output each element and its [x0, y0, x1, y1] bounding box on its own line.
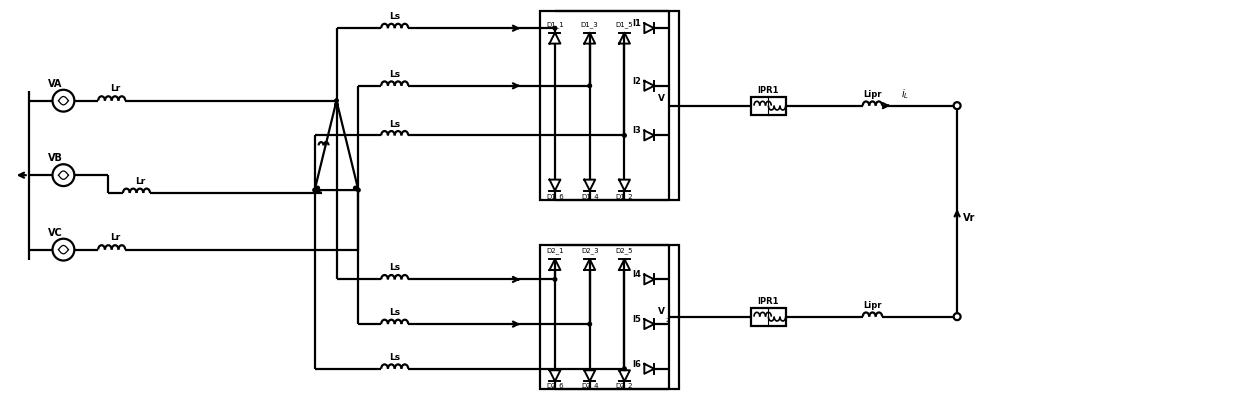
- Circle shape: [553, 278, 556, 281]
- Text: 2: 2: [665, 318, 669, 323]
- Text: I1: I1: [632, 19, 641, 28]
- Text: D2_4: D2_4: [581, 383, 598, 389]
- Circle shape: [589, 322, 591, 326]
- Text: $i_L$: $i_L$: [901, 87, 908, 101]
- Circle shape: [357, 188, 361, 192]
- Circle shape: [335, 103, 338, 106]
- Circle shape: [623, 134, 626, 137]
- Text: I5: I5: [632, 315, 641, 324]
- Circle shape: [623, 367, 626, 371]
- Text: VC: VC: [48, 228, 63, 238]
- Circle shape: [553, 26, 556, 30]
- Text: D2_6: D2_6: [546, 383, 564, 389]
- Text: D2_5: D2_5: [616, 248, 633, 254]
- Text: D2_3: D2_3: [581, 248, 598, 254]
- Circle shape: [313, 188, 316, 192]
- Text: D1_6: D1_6: [546, 193, 564, 200]
- Bar: [751, 97, 786, 115]
- Text: I4: I4: [632, 271, 641, 279]
- Text: Ls: Ls: [389, 12, 400, 21]
- Text: Ls: Ls: [389, 120, 400, 128]
- Text: D1_2: D1_2: [616, 193, 633, 200]
- Text: Ls: Ls: [389, 353, 400, 362]
- Text: D2_2: D2_2: [616, 383, 633, 389]
- Text: Lr: Lr: [110, 233, 120, 242]
- Text: I2: I2: [632, 77, 641, 86]
- Text: D1_5: D1_5: [616, 21, 633, 28]
- Text: I6: I6: [632, 360, 641, 369]
- Text: D1_1: D1_1: [546, 21, 564, 28]
- Circle shape: [589, 84, 591, 88]
- Text: Ls: Ls: [389, 263, 400, 273]
- Text: Lipr: Lipr: [864, 301, 882, 310]
- Text: Lipr: Lipr: [864, 90, 882, 99]
- Text: I3: I3: [632, 126, 641, 135]
- Text: IPR1: IPR1: [758, 297, 779, 306]
- Circle shape: [316, 186, 320, 190]
- Text: VB: VB: [48, 153, 63, 163]
- Circle shape: [353, 186, 357, 190]
- Bar: [540, 245, 679, 389]
- Text: Lr: Lr: [110, 84, 120, 93]
- Text: IPR1: IPR1: [758, 86, 779, 95]
- Text: Ls: Ls: [389, 308, 400, 317]
- Text: Vr: Vr: [963, 213, 975, 223]
- Text: Lr: Lr: [135, 177, 145, 186]
- Text: VA: VA: [48, 79, 63, 89]
- Text: V: V: [658, 94, 664, 103]
- Text: D2_1: D2_1: [546, 248, 564, 254]
- Bar: [751, 308, 786, 325]
- Text: D1_4: D1_4: [581, 193, 598, 200]
- Text: Ls: Ls: [389, 70, 400, 79]
- Bar: [540, 11, 679, 200]
- Circle shape: [335, 99, 338, 102]
- Text: V: V: [658, 307, 664, 316]
- Text: D1_3: D1_3: [581, 21, 598, 28]
